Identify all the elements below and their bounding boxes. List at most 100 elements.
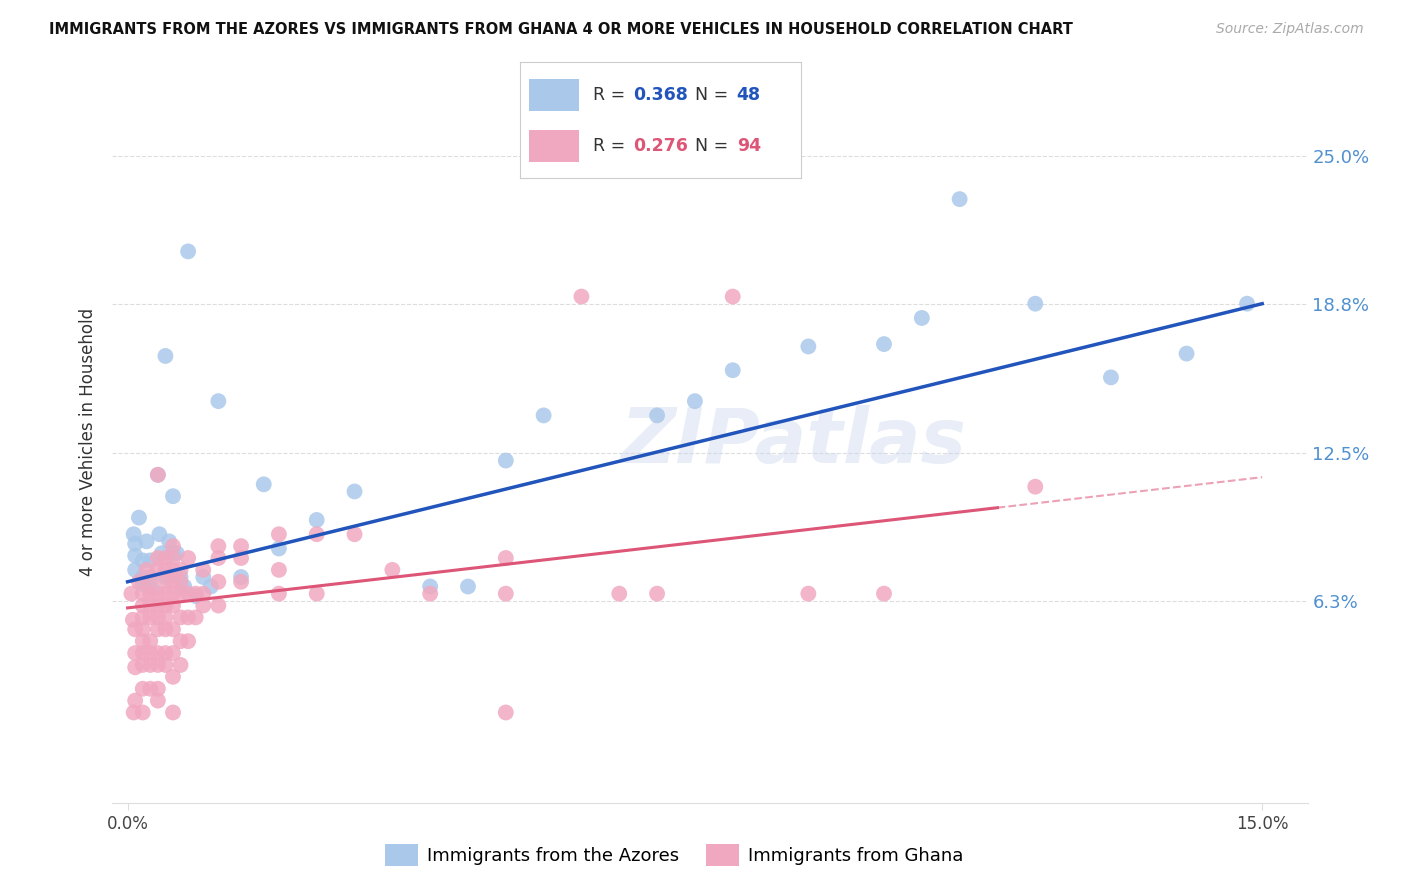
Point (229, 539, 252, 553)
Point (146, 657, 169, 672)
Point (155, 622, 177, 636)
Point (162, 551, 184, 566)
Point (135, 534, 157, 549)
Point (200, 580, 222, 594)
Point (1236, 296, 1258, 310)
Point (184, 610, 207, 624)
Bar (529, 78, 579, 112)
Point (495, 706, 517, 720)
Point (177, 551, 200, 566)
Point (495, 453, 517, 467)
Point (124, 622, 146, 636)
Point (343, 527, 366, 541)
Point (155, 610, 177, 624)
Point (162, 539, 184, 553)
Point (146, 599, 169, 613)
Point (162, 646, 184, 660)
Point (157, 534, 180, 549)
Point (128, 510, 150, 524)
Point (419, 587, 441, 601)
Point (229, 570, 252, 584)
Point (207, 539, 229, 553)
Point (122, 527, 145, 541)
Legend: Immigrants from the Azores, Immigrants from Ghana: Immigrants from the Azores, Immigrants f… (378, 837, 970, 873)
Point (169, 657, 191, 672)
Point (141, 582, 163, 596)
Point (139, 657, 162, 672)
Point (132, 706, 155, 720)
Point (146, 563, 169, 577)
Point (162, 489, 184, 503)
Point (124, 537, 146, 551)
Point (1099, 370, 1122, 384)
Text: N =: N = (695, 137, 734, 155)
Point (146, 587, 169, 601)
Point (124, 660, 146, 674)
Text: N =: N = (695, 86, 734, 103)
Point (305, 587, 328, 601)
Point (721, 363, 744, 377)
Point (873, 337, 896, 351)
Point (135, 563, 157, 577)
Point (267, 563, 290, 577)
Point (132, 634, 155, 648)
Point (607, 587, 630, 601)
Point (184, 587, 207, 601)
Point (155, 587, 177, 601)
Point (162, 563, 184, 577)
Point (177, 244, 200, 259)
Point (645, 409, 668, 423)
Point (132, 646, 155, 660)
Point (132, 599, 155, 613)
Point (155, 599, 177, 613)
Point (122, 613, 145, 627)
Point (166, 546, 188, 560)
Text: 0.368: 0.368 (633, 86, 688, 103)
Point (146, 681, 169, 696)
Point (169, 634, 191, 648)
Point (162, 574, 184, 589)
Point (381, 563, 404, 577)
Point (229, 551, 252, 566)
Point (146, 467, 169, 482)
Point (343, 484, 366, 499)
Point (305, 527, 328, 541)
Text: 0.276: 0.276 (633, 137, 688, 155)
Point (155, 349, 177, 363)
Point (1175, 346, 1198, 360)
Point (150, 546, 173, 560)
Point (146, 693, 169, 707)
Point (797, 587, 820, 601)
Point (457, 580, 479, 594)
Point (267, 541, 290, 556)
Point (207, 394, 229, 409)
Point (132, 657, 155, 672)
Text: Source: ZipAtlas.com: Source: ZipAtlas.com (1216, 22, 1364, 37)
Point (122, 706, 145, 720)
Point (533, 409, 555, 423)
Point (1024, 480, 1046, 494)
Point (155, 551, 177, 566)
Point (132, 570, 155, 584)
Point (207, 551, 229, 566)
Point (177, 634, 200, 648)
Text: 94: 94 (737, 137, 761, 155)
Point (193, 587, 215, 601)
Point (193, 599, 215, 613)
Point (229, 574, 252, 589)
Point (1024, 296, 1046, 310)
Point (683, 394, 706, 409)
Point (120, 587, 142, 601)
Point (177, 587, 200, 601)
Text: R =: R = (593, 137, 631, 155)
Point (169, 574, 191, 589)
Point (169, 610, 191, 624)
Point (155, 574, 177, 589)
Point (267, 587, 290, 601)
Text: 48: 48 (737, 86, 761, 103)
Point (139, 681, 162, 696)
Point (162, 587, 184, 601)
Text: ZIPatlas: ZIPatlas (620, 405, 967, 478)
Point (169, 570, 191, 584)
Point (146, 467, 169, 482)
